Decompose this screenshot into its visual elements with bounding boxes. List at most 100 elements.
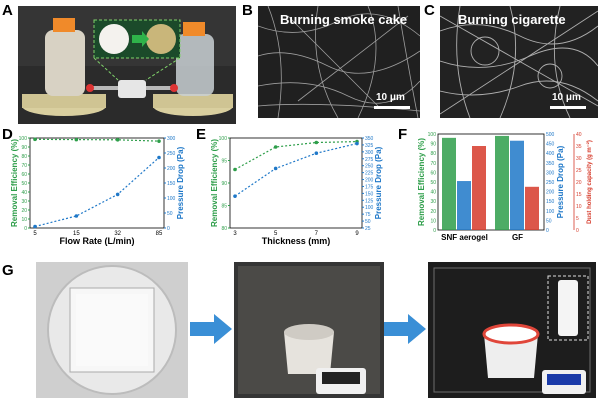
y-tick-label-mid: 350 xyxy=(546,161,555,167)
panel-label-e: E xyxy=(196,126,207,143)
y-tick-label-mid: 300 xyxy=(546,170,555,176)
y-tick-label-mid: 250 xyxy=(546,180,555,186)
y-tick-label-mid: 400 xyxy=(546,151,555,157)
x-tick-label: 9 xyxy=(355,231,359,237)
y-axis-label-right: Dust holding capacity (g m⁻²) xyxy=(586,140,593,224)
x-tick-label: 15 xyxy=(73,231,80,237)
photo-filter-setup xyxy=(18,6,236,124)
y-tick-label-right: 40 xyxy=(576,132,582,138)
panel-label-g: G xyxy=(2,262,14,279)
x-tick-label: 85 xyxy=(156,231,163,237)
x-tick-label: 32 xyxy=(114,231,121,237)
bar xyxy=(472,146,486,230)
series-line xyxy=(234,142,358,197)
y-tick-label-right: 225 xyxy=(365,171,374,177)
purifier-top-illustration xyxy=(36,262,188,398)
y-tick-label-left: 95 xyxy=(221,159,227,165)
data-point xyxy=(233,167,237,172)
y-tick-label-right: 30 xyxy=(576,156,582,162)
y-tick-label-right: 75 xyxy=(365,212,371,218)
data-point xyxy=(33,137,37,142)
y-tick-label-left: 80 xyxy=(221,226,227,232)
y-axis-label-right: Pressure Drop (Pa) xyxy=(374,146,383,219)
photo-chamber-clean xyxy=(428,262,596,398)
series-line xyxy=(34,157,160,228)
y-tick-label-left: 10 xyxy=(21,217,27,223)
y-tick-label-left: 20 xyxy=(21,208,27,214)
y-tick-label-mid: 200 xyxy=(546,190,555,196)
chart-filter-comparison: 0102030405060708090100050100150200250300… xyxy=(417,132,593,242)
y-tick-label-left: 40 xyxy=(430,190,436,196)
y-tick-label-left: 0 xyxy=(24,226,27,232)
y-tick-label-left: 30 xyxy=(21,199,27,205)
y-tick-label-right: 275 xyxy=(365,157,374,163)
y-tick-label-right: 350 xyxy=(365,136,374,142)
series-line xyxy=(234,141,358,171)
y-tick-label-right: 20 xyxy=(576,180,582,186)
y-tick-label-right: 100 xyxy=(365,205,374,211)
y-tick-label-left: 50 xyxy=(21,181,27,187)
y-tick-label-left: 60 xyxy=(430,170,436,176)
y-tick-label-left: 70 xyxy=(430,161,436,167)
x-axis-label: Flow Rate (L/min) xyxy=(60,236,135,246)
data-point xyxy=(273,166,278,171)
y-tick-label-right: 25 xyxy=(576,168,582,174)
sem-image-smoke-cake: Burning smoke cake 10 μm xyxy=(258,6,420,118)
y-tick-label-right: 50 xyxy=(365,219,371,225)
y-tick-label-left: 10 xyxy=(430,218,436,224)
chart-flow-rate: 0 10 20 30 40 50 60 70 80 90 100 0 50 100 150 200 250 300… xyxy=(10,136,185,246)
y-axis-label-left: Removal Efficiency (%) xyxy=(10,139,19,227)
x-tick-label: GF xyxy=(512,233,523,242)
x-tick-label: SNF aerogel xyxy=(441,233,488,242)
arrow-right-icon xyxy=(190,314,232,344)
data-point xyxy=(115,138,120,142)
y-tick-label-right: 175 xyxy=(365,184,374,190)
y-tick-label-left: 70 xyxy=(21,163,27,169)
y-tick-label-mid: 150 xyxy=(546,199,555,205)
y-tick-label-mid: 500 xyxy=(546,132,555,138)
bar xyxy=(510,140,524,230)
data-point xyxy=(355,141,359,146)
y-axis-label-mid: Pressure Drop (Pa) xyxy=(556,145,565,218)
scale-label: 10 μm xyxy=(552,92,581,103)
panel-label-a: A xyxy=(2,2,13,19)
y-tick-label-right: 5 xyxy=(576,216,579,222)
data-point xyxy=(115,192,120,197)
y-tick-label-right: 100 xyxy=(167,196,176,202)
x-tick-label: 5 xyxy=(33,231,37,237)
y-tick-label-left: 80 xyxy=(430,151,436,157)
plot-frame xyxy=(29,137,165,229)
plot-frame xyxy=(437,133,545,231)
y-tick-label-left: 100 xyxy=(219,136,228,142)
y-tick-label-right: 10 xyxy=(576,204,582,210)
y-tick-label-right: 125 xyxy=(365,198,374,204)
y-tick-label-right: 25 xyxy=(365,226,371,232)
chamber-smoke-illustration xyxy=(234,262,384,398)
photo-chamber-smoke xyxy=(234,262,384,398)
data-point xyxy=(74,137,79,142)
chamber-clean-illustration xyxy=(428,262,596,398)
y-tick-label-left: 90 xyxy=(430,142,436,148)
photo-purifier-top xyxy=(36,262,188,398)
y-tick-label-right: 35 xyxy=(576,144,582,150)
sem-image-cigarette: Burning cigarette 10 μm xyxy=(440,6,598,118)
y-tick-label-right: 150 xyxy=(365,191,374,197)
y-tick-label-mid: 0 xyxy=(546,228,549,234)
y-tick-label-left: 30 xyxy=(430,199,436,205)
x-tick-label: 7 xyxy=(315,231,319,237)
scale-bar xyxy=(550,106,586,109)
data-point xyxy=(233,194,237,198)
x-tick-label: 5 xyxy=(274,231,278,237)
data-point xyxy=(157,139,161,143)
data-point xyxy=(74,214,79,218)
y-tick-label-left: 90 xyxy=(221,181,227,187)
data-point xyxy=(273,145,278,149)
plot-frame xyxy=(229,137,363,229)
y-tick-label-right: 0 xyxy=(167,226,170,232)
y-tick-label-right: 150 xyxy=(167,181,176,187)
y-tick-label-right: 0 xyxy=(576,228,579,234)
y-tick-label-right: 300 xyxy=(365,150,374,156)
panel-label-b: B xyxy=(242,2,253,19)
y-tick-label-left: 85 xyxy=(221,204,227,210)
y-tick-label-right: 250 xyxy=(167,151,176,157)
